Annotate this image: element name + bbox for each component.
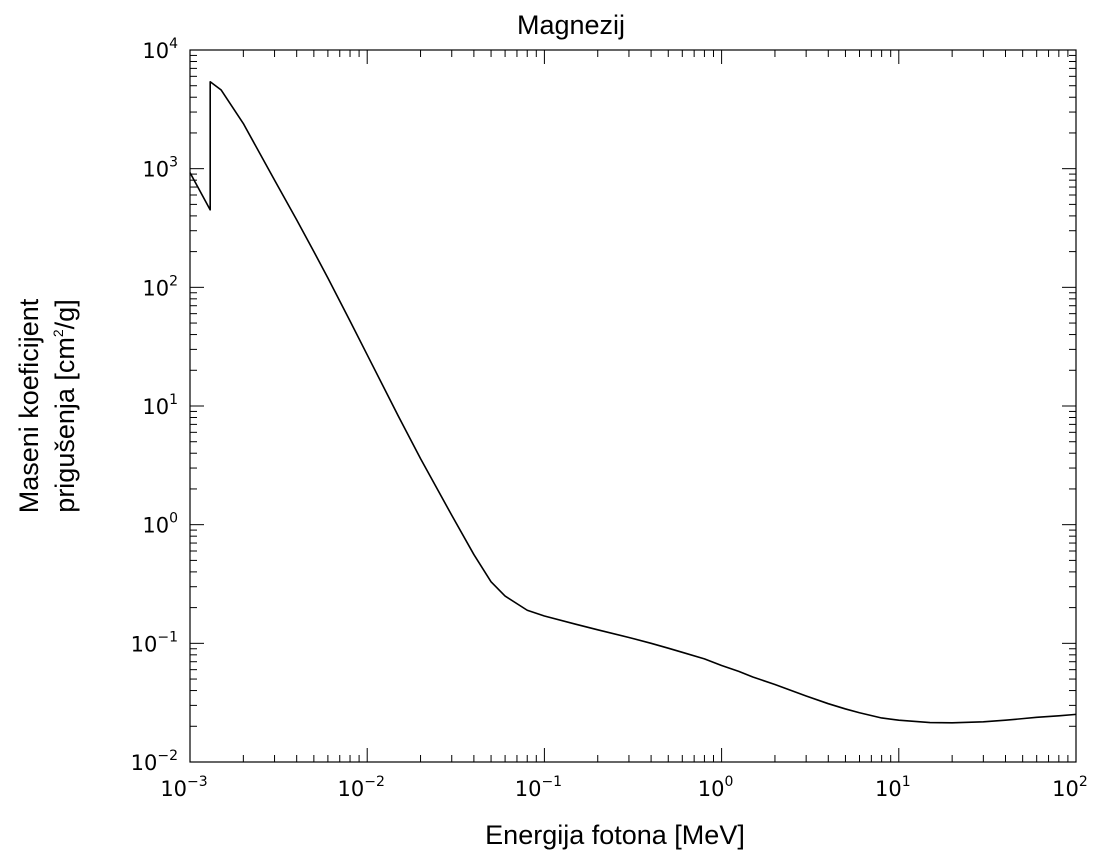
x-tick-label: 10−1 [515, 774, 562, 801]
y-tick-label: 102 [142, 273, 178, 300]
series-line [189, 80, 1077, 724]
x-tick-label: 10−3 [160, 774, 207, 801]
y-axis-label-line1: Maseni koeficijent [14, 298, 44, 513]
x-axis-tick-labels: 10−3 10−2 10−1 100 101 102 [160, 774, 1088, 801]
x-axis-label: Energija fotona [MeV] [485, 820, 745, 850]
y-axis-ticks [190, 49, 1076, 763]
x-tick-label: 10−2 [338, 774, 385, 801]
y-tick-label: 10−1 [131, 629, 178, 656]
chart-title: Magnezij [517, 10, 625, 40]
y-tick-label: 104 [142, 36, 178, 63]
y-tick-label: 100 [142, 511, 178, 538]
plot-area [189, 49, 1077, 763]
x-tick-label: 102 [1052, 774, 1088, 801]
x-tick-label: 100 [698, 774, 734, 801]
x-tick-label: 101 [875, 774, 911, 801]
y-tick-label: 103 [142, 155, 178, 182]
y-axis-label: Maseni koeficijent prigušenja [cm2/g] [14, 298, 80, 513]
y-tick-label: 10−2 [131, 748, 178, 775]
x-axis-ticks [189, 50, 1077, 762]
y-axis-tick-labels: 10−2 10−1 100 101 102 103 104 [131, 36, 178, 775]
y-axis-label-line2: prigušenja [cm2/g] [50, 299, 80, 512]
y-tick-label: 101 [142, 392, 178, 419]
